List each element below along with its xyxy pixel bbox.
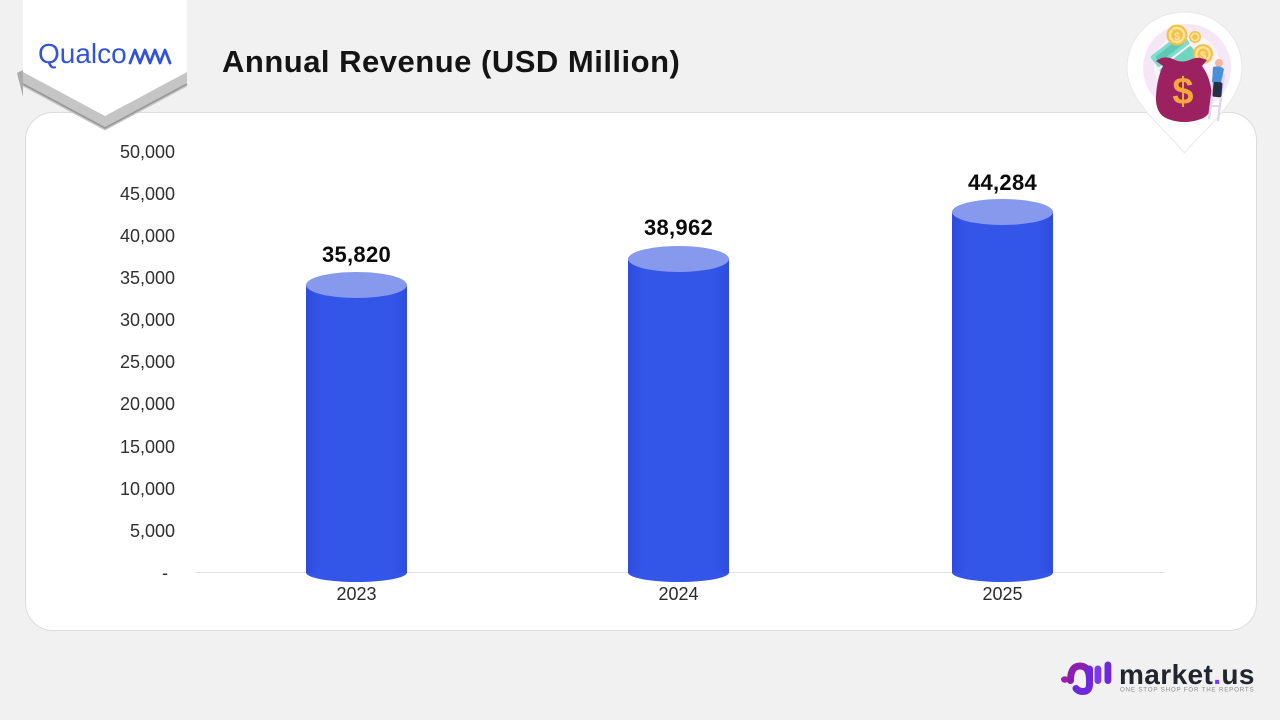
svg-text:ONE STOP SHOP FOR THE REPORTS: ONE STOP SHOP FOR THE REPORTS [1120, 687, 1254, 694]
svg-text:$: $ [1174, 31, 1180, 43]
svg-text:$: $ [1200, 50, 1206, 62]
svg-text:market.us: market.us [1119, 659, 1255, 690]
svg-text:Qualco: Qualco [38, 38, 127, 69]
svg-text:$: $ [1172, 71, 1193, 113]
